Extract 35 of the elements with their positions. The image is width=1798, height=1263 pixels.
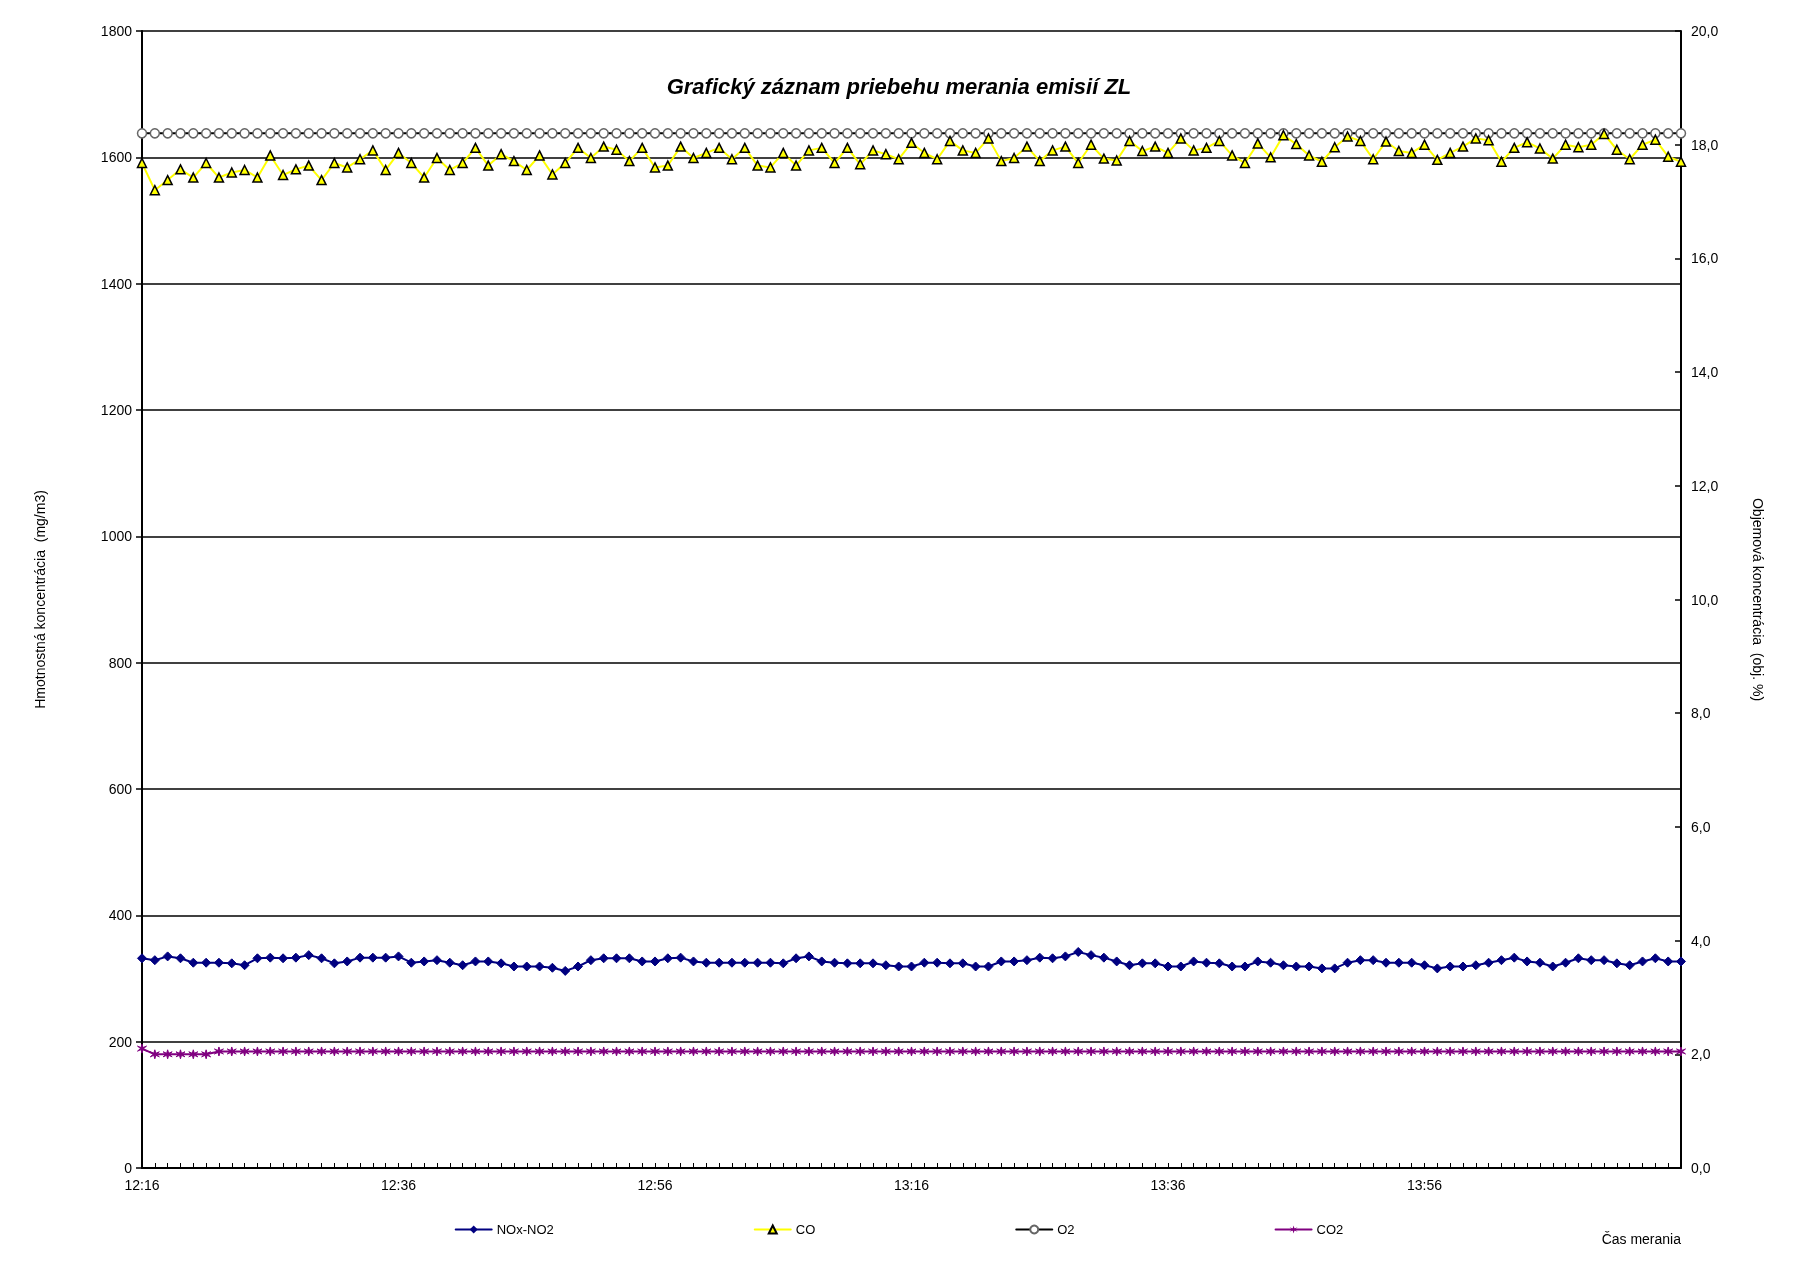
legend-label: CO2 [1316,1222,1344,1237]
x-tick-label: 13:56 [1406,1177,1443,1193]
y-tick-label: 1600 [100,149,133,166]
x-axis-title: Čas merania [1601,1231,1682,1247]
text: Grafický záznam priebehu merania emisií ZL [666,73,1132,99]
x-tick-label: 12:36 [380,1177,417,1193]
legend-label: CO [795,1222,816,1237]
y2-tick-label: 2,0 [1691,1046,1711,1063]
y2-tick-label: 12,0 [1691,477,1719,494]
y-tick-label: 1400 [100,275,133,292]
y2-tick-label: 6,0 [1691,818,1711,835]
x-tick-label: 12:56 [637,1177,673,1193]
legend-label: O2 [1057,1222,1075,1237]
y2-tick-label: 18,0 [1691,136,1719,153]
y-tick-label: 0 [124,1160,133,1176]
y-tick-label: 600 [108,781,133,797]
y2-tick-label: 4,0 [1691,932,1711,949]
y-tick-label: 1200 [100,402,133,418]
y-tick-label: 400 [108,907,133,924]
y2-tick-label: 8,0 [1691,705,1711,722]
y-axis-title: Hmotnostná koncentrácia (mg/m3) [32,490,48,709]
y2-tick-label: 16,0 [1691,250,1719,267]
x-tick-label: 13:36 [1150,1177,1186,1193]
y-tick-label: 1800 [100,23,133,39]
y-tick-label: 1000 [100,528,133,545]
y-tick-label: 200 [108,1033,133,1050]
y2-tick-label: 10,0 [1691,591,1719,608]
legend-label: NOx-NO2 [496,1222,554,1237]
y2-axis-title: Objemová koncentrácia (obj. %) [1750,497,1766,702]
y2-tick-label: 14,0 [1691,364,1719,381]
y-tick-label: 800 [108,654,133,671]
y2-tick-label: 20,0 [1691,23,1719,39]
x-tick-label: 12:16 [124,1177,160,1193]
y2-tick-label: 0,0 [1691,1160,1711,1176]
x-tick-label: 13:16 [893,1177,930,1193]
